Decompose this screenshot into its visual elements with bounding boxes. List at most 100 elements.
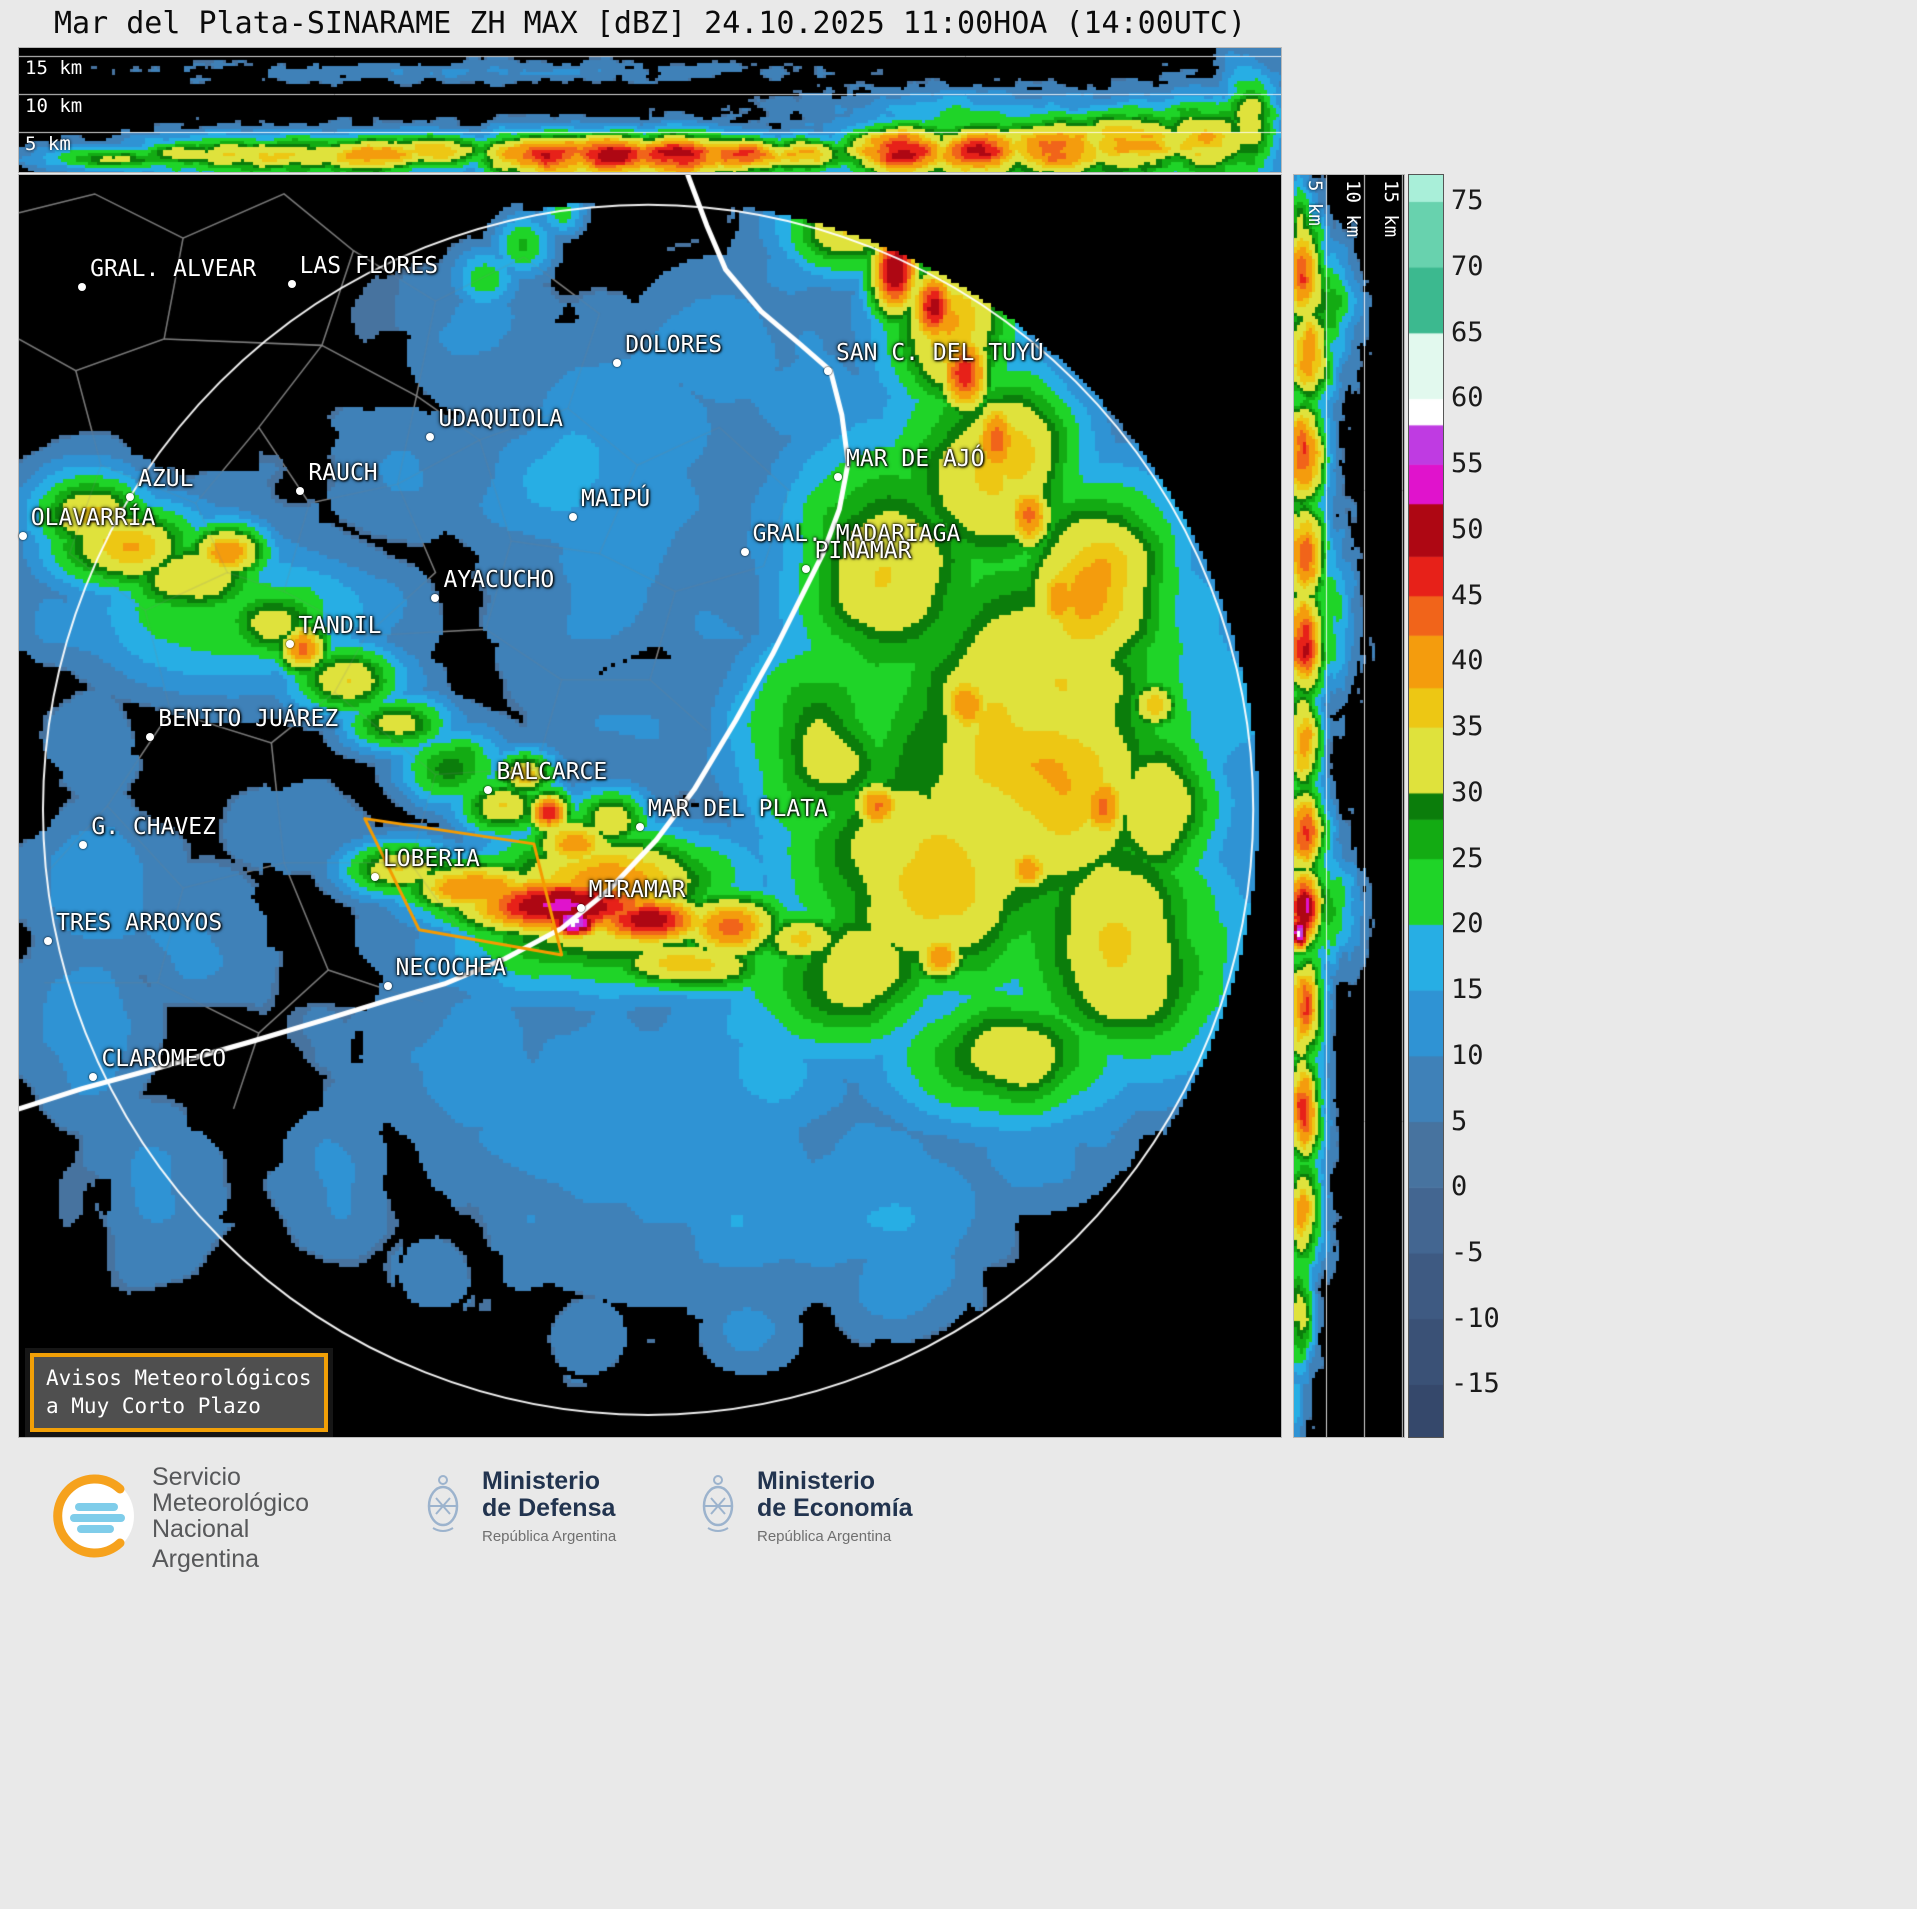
city-dot xyxy=(484,785,493,794)
city-label: MAIPÚ xyxy=(581,486,651,512)
altitude-label-15km: 15 km xyxy=(25,57,83,79)
city-dot xyxy=(431,593,440,602)
city-dot xyxy=(78,283,87,292)
city-label: BENITO JUÁREZ xyxy=(158,705,339,732)
defensa-logo-block: Ministerio de Defensa República Argentin… xyxy=(420,1468,616,1545)
defensa-logo-text: Ministerio de Defensa República Argentin… xyxy=(482,1467,617,1546)
colorbar xyxy=(1408,174,1444,1438)
city-dot xyxy=(44,937,53,946)
colorbar-tick-25: 25 xyxy=(1451,842,1484,874)
city-label: PINAMAR xyxy=(814,537,912,564)
main-map-panel: GRAL. ALVEAR LAS FLORES DOLORES SAN C. DEL … xyxy=(18,174,1282,1438)
city-dot xyxy=(146,732,155,741)
economia-name-line2: de Economía xyxy=(757,1494,913,1522)
economia-logo-text: Ministerio de Economía República Argenti… xyxy=(757,1467,913,1546)
city-dot xyxy=(740,548,749,557)
warning-box-line1: Avisos Meteorológicos xyxy=(46,1366,312,1390)
city-label: AYACUCHO xyxy=(443,566,555,593)
city-label: OLAVARRÍA xyxy=(30,504,156,531)
altitude-label-5km-vertical: 5 km xyxy=(1304,180,1326,226)
city-label: DOLORES xyxy=(625,332,723,359)
defensa-subtitle: República Argentina xyxy=(482,1528,617,1545)
city-dot xyxy=(426,433,435,442)
city-label: TANDIL xyxy=(298,613,382,640)
argentina-crest-icon xyxy=(420,1472,466,1542)
city-label: G. CHAVEZ xyxy=(91,814,216,841)
altitude-label-10km: 10 km xyxy=(25,95,83,117)
colorbar-tick-15: 15 xyxy=(1451,974,1484,1006)
city-dot xyxy=(79,841,88,850)
city-dot xyxy=(635,823,644,832)
city-label: MIRAMAR xyxy=(588,877,686,904)
city-label: TRES ARROYOS xyxy=(56,910,223,937)
city-label: AZUL xyxy=(138,465,194,492)
city-dot xyxy=(370,872,379,881)
economia-name-line1: Ministerio xyxy=(757,1467,876,1495)
colorbar-tick-50: 50 xyxy=(1451,513,1484,545)
colorbar-tick--15: -15 xyxy=(1451,1368,1500,1400)
city-dot xyxy=(576,904,585,913)
city-dot xyxy=(613,359,622,368)
right-profile-panel: 5 km 10 km 15 km xyxy=(1293,174,1405,1438)
city-label: CLAROMECO xyxy=(101,1046,227,1073)
city-label: MAR DE AJÓ xyxy=(846,445,985,472)
colorbar-tick-20: 20 xyxy=(1451,908,1484,940)
argentina-crest-icon xyxy=(695,1472,741,1542)
city-dot xyxy=(286,640,295,649)
city-dot xyxy=(287,279,296,288)
defensa-name-line2: de Defensa xyxy=(482,1494,616,1522)
map-canvas xyxy=(19,175,1281,1437)
city-dot xyxy=(18,531,27,540)
city-label: GRAL. MADARIAGA xyxy=(752,521,961,548)
city-dot xyxy=(89,1073,98,1082)
economia-subtitle: República Argentina xyxy=(757,1528,892,1545)
colorbar-tick-0: 0 xyxy=(1451,1171,1468,1203)
radar-title: Mar del Plata-SINARAME ZH MAX [dBZ] 24.1… xyxy=(53,6,1247,41)
colorbar-tick--10: -10 xyxy=(1451,1302,1500,1334)
smn-logo-text: Servicio Meteorológico Nacional Argentin… xyxy=(152,1464,309,1572)
city-label: NECOCHEA xyxy=(395,955,507,982)
colorbar-tick-65: 65 xyxy=(1451,316,1484,348)
city-dot xyxy=(569,513,578,521)
smn-text-line2: Meteorológico xyxy=(152,1489,310,1517)
colorbar-tick-40: 40 xyxy=(1451,645,1484,677)
city-label: GRAL. ALVEAR xyxy=(90,256,257,283)
altitude-label-15km-vertical: 15 km xyxy=(1380,180,1402,238)
colorbar-tick--5: -5 xyxy=(1451,1236,1484,1268)
city-dot xyxy=(296,486,305,495)
city-dot xyxy=(802,564,811,573)
colorbar-tick-10: 10 xyxy=(1451,1039,1484,1071)
city-label: UDAQUIOLA xyxy=(438,406,564,433)
colorbar-tick-70: 70 xyxy=(1451,251,1484,283)
city-label: RAUCH xyxy=(308,459,378,486)
smn-logo-block: Servicio Meteorológico Nacional Argentin… xyxy=(52,1464,309,1572)
top-profile-panel: 15 km 10 km 5 km xyxy=(18,47,1282,173)
colorbar-tick-60: 60 xyxy=(1451,382,1484,414)
weather-warning-box: Avisos Meteorológicos a Muy Corto Plazo xyxy=(30,1353,328,1432)
colorbar-tick-45: 45 xyxy=(1451,579,1484,611)
economia-logo-block: Ministerio de Economía República Argenti… xyxy=(695,1468,913,1545)
defensa-name-line1: Ministerio xyxy=(482,1467,601,1495)
city-label: LOBERIA xyxy=(382,845,480,872)
right-profile-canvas xyxy=(1294,175,1404,1437)
colorbar-tick-75: 75 xyxy=(1451,185,1484,217)
smn-logo-icon xyxy=(52,1474,136,1562)
city-dot xyxy=(383,982,392,991)
city-label: LAS FLORES xyxy=(299,252,439,279)
altitude-label-5km: 5 km xyxy=(25,133,71,155)
colorbar-canvas xyxy=(1409,175,1443,1437)
city-label: MAR DEL PLATA xyxy=(647,796,828,823)
colorbar-tick-5: 5 xyxy=(1451,1105,1468,1137)
city-dot xyxy=(126,492,135,501)
smn-text-country: Argentina xyxy=(152,1545,260,1573)
top-profile-canvas xyxy=(19,48,1281,172)
colorbar-tick-55: 55 xyxy=(1451,448,1484,480)
city-label-layer: GRAL. ALVEAR LAS FLORES DOLORES SAN C. DEL … xyxy=(18,175,1281,1437)
warning-box-line2: a Muy Corto Plazo xyxy=(46,1394,261,1419)
city-label: BALCARCE xyxy=(496,758,608,785)
altitude-label-10km-vertical: 10 km xyxy=(1342,180,1364,238)
footer-logos: Servicio Meteorológico Nacional Argentin… xyxy=(0,1452,1917,1602)
city-dot xyxy=(823,366,832,375)
smn-text-line1: Servicio xyxy=(152,1463,241,1491)
smn-text-line3: Nacional xyxy=(152,1515,250,1543)
